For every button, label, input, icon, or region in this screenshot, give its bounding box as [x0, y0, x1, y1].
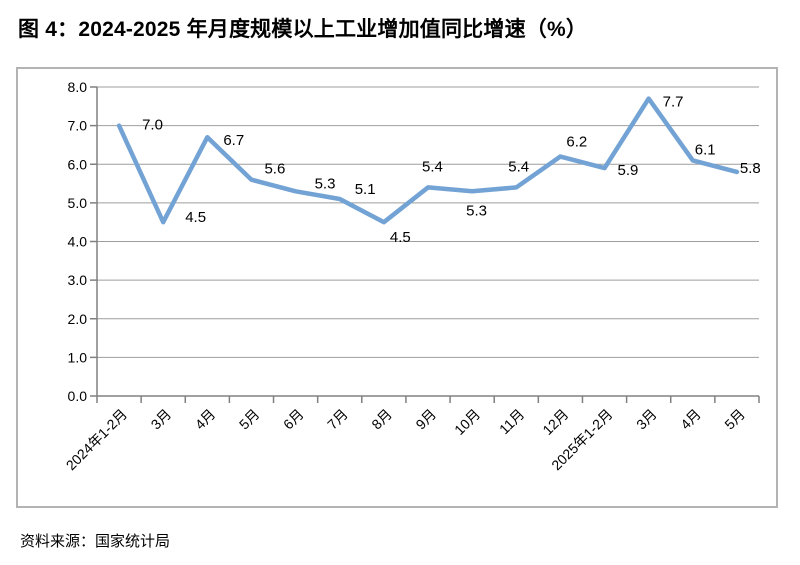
x-tick-label: 9月 — [412, 406, 439, 433]
y-tick-label: 5.0 — [68, 195, 88, 211]
y-tick-label: 1.0 — [68, 349, 88, 365]
x-tick-label: 4月 — [677, 406, 704, 433]
data-label: 4.5 — [185, 209, 206, 226]
x-tick-label: 2024年1-2月 — [63, 406, 130, 473]
data-label: 7.7 — [663, 94, 684, 111]
y-tick-label: 7.0 — [68, 118, 88, 134]
x-tick-label: 8月 — [368, 406, 395, 433]
y-tick-label: 8.0 — [68, 79, 88, 95]
data-label: 5.3 — [315, 175, 336, 192]
x-tick-label: 3月 — [148, 406, 175, 433]
y-tick-label: 6.0 — [68, 156, 88, 172]
series-line — [116, 96, 740, 225]
y-tick-label: 0.0 — [68, 388, 88, 404]
y-axis: 0.0 1.0 2.0 3.0 4.0 5.0 6.0 7.0 8.0 — [68, 79, 98, 404]
x-tick-label: 10月 — [451, 406, 483, 438]
x-tick-label: 4月 — [192, 406, 219, 433]
data-label: 6.2 — [566, 134, 587, 151]
data-label: 5.4 — [422, 158, 443, 175]
x-tick-label: 6月 — [280, 406, 307, 433]
data-label: 6.1 — [695, 141, 716, 158]
data-label: 7.0 — [142, 117, 163, 134]
data-label: 5.8 — [740, 160, 761, 177]
x-tick-label: 3月 — [633, 406, 660, 433]
y-tick-label: 2.0 — [68, 311, 88, 327]
data-label: 4.5 — [390, 229, 411, 246]
x-tick-label: 11月 — [496, 406, 527, 437]
y-tick-label: 3.0 — [68, 272, 88, 288]
x-tick-label: 12月 — [539, 406, 571, 438]
data-label: 5.6 — [264, 161, 285, 178]
line-chart: 0.0 1.0 2.0 3.0 4.0 5.0 6.0 7.0 8.0 2024年1-2月 3月 4月… — [63, 79, 761, 473]
chart-area: 0.0 1.0 2.0 3.0 4.0 5.0 6.0 7.0 8.0 2024年1-2月 3月 4月… — [16, 67, 778, 508]
data-label: 5.3 — [466, 202, 487, 219]
data-label: 6.7 — [223, 132, 244, 149]
data-labels: 7.0 4.5 6.7 5.6 5.3 5.1 4.5 5.4 5.3 5.4 6.2 5.9 7.7 6… — [142, 94, 761, 247]
x-tick-label: 7月 — [324, 406, 351, 433]
x-tick-label: 5月 — [721, 406, 748, 433]
figure-title: 图 4：2024-2025 年月度规模以上工业增加值同比增速（%） — [18, 18, 588, 41]
source-note: 资料来源：国家统计局 — [20, 533, 171, 550]
data-label: 5.1 — [355, 181, 376, 198]
gridlines — [97, 86, 759, 358]
x-tick-label: 5月 — [236, 406, 263, 433]
data-label: 5.4 — [508, 158, 529, 175]
data-label: 5.9 — [618, 162, 639, 179]
x-axis: 2024年1-2月 3月 4月 5月 6月 7月 8月 9月 10月 11月 12月2025年1-2… — [63, 395, 760, 473]
y-tick-label: 4.0 — [68, 234, 88, 250]
